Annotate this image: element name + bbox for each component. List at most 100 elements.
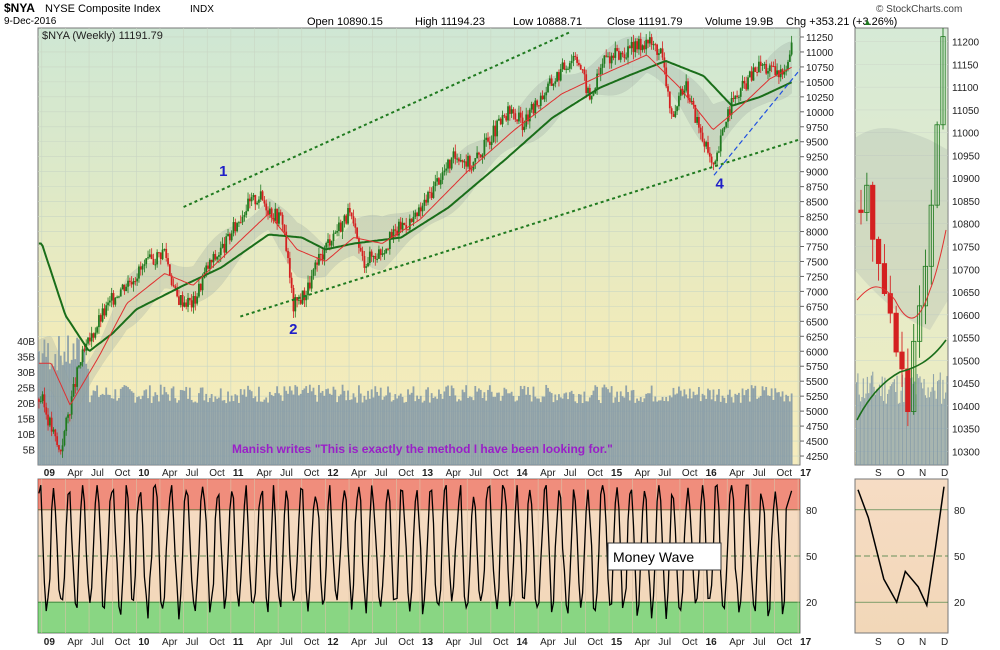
- candle-body: [312, 269, 315, 276]
- volume-bar: [368, 398, 371, 465]
- candle-body: [492, 125, 495, 142]
- price-tick-label: 9750: [806, 123, 829, 134]
- candle-body: [70, 396, 73, 415]
- candle-body: [647, 39, 649, 44]
- candle-body: [201, 278, 204, 291]
- candle-body: [94, 332, 97, 338]
- volume-bar: [194, 401, 197, 465]
- volume-bar: [259, 401, 262, 465]
- volume-bar: [327, 388, 329, 465]
- volume-bar: [710, 399, 713, 465]
- candle-body: [527, 114, 529, 122]
- candle-body: [605, 55, 608, 57]
- candle-body: [710, 156, 713, 163]
- volume-bar: [694, 395, 697, 465]
- volume-bar: [690, 398, 693, 465]
- volume-bar: [512, 395, 515, 465]
- volume-bar: [208, 397, 211, 465]
- volume-bar: [339, 394, 342, 465]
- candle-body: [281, 214, 284, 225]
- candle-body: [219, 247, 222, 256]
- volume-bar: [388, 392, 391, 465]
- zoom-price-tick-label: 11100: [952, 83, 979, 94]
- volume-bar: [552, 402, 555, 465]
- candle-body: [570, 61, 573, 64]
- candle-body: [712, 162, 715, 165]
- zoom-volume-bar: [860, 401, 862, 465]
- zoom-volume-bar: [938, 379, 940, 465]
- candle-body: [136, 278, 139, 282]
- time-tick-label: Jul: [186, 468, 199, 479]
- zoom-volume-bar: [910, 378, 912, 465]
- time-tick-label: 17: [800, 468, 812, 479]
- volume-bar: [167, 394, 169, 465]
- candle-body: [183, 302, 186, 307]
- time-tick-label: Oct: [682, 637, 698, 648]
- candle-body: [187, 297, 189, 307]
- candle-body: [638, 38, 640, 50]
- volume-bar: [712, 389, 715, 465]
- candle-body: [385, 248, 388, 254]
- volume-bar: [87, 368, 89, 465]
- candle-body: [150, 254, 153, 259]
- candle-body: [278, 212, 280, 224]
- time-tick-label: Apr: [162, 468, 178, 479]
- volume-bar: [419, 395, 422, 465]
- volume-bar: [179, 389, 182, 465]
- candle-body: [479, 154, 482, 158]
- volume-bar: [627, 392, 629, 465]
- candle-body: [743, 80, 746, 84]
- volume-bar: [734, 393, 737, 465]
- volume-bar: [59, 355, 62, 465]
- candle-body: [390, 232, 393, 239]
- candle-body: [652, 44, 655, 46]
- candle-body: [56, 436, 59, 446]
- candle-body: [38, 399, 40, 402]
- candle-body: [250, 197, 253, 202]
- volume-bar: [612, 402, 615, 465]
- price-tick-label: 4500: [806, 437, 829, 448]
- volume-bar: [61, 365, 64, 465]
- candle-body: [656, 44, 658, 55]
- volume-bar: [523, 385, 526, 465]
- stockcharts-brand: © StockCharts.com: [876, 4, 962, 15]
- volume-bar: [563, 393, 566, 465]
- zoom-time-tick-label: N: [919, 468, 926, 479]
- candle-body: [734, 95, 737, 99]
- candle-body: [790, 42, 793, 55]
- candle-body: [736, 95, 738, 98]
- candle-body: [507, 106, 509, 121]
- volume-bar: [543, 396, 546, 465]
- volume-bar: [334, 389, 337, 465]
- money-wave-tick-label: 80: [806, 506, 818, 517]
- volume-bar: [325, 389, 328, 465]
- candle-body: [367, 263, 369, 267]
- candle-body: [159, 252, 162, 260]
- volume-bar: [716, 394, 718, 465]
- volume-bar: [370, 389, 373, 465]
- volume-bar: [747, 388, 749, 465]
- zoom-time-tick-label: O: [897, 468, 905, 479]
- candle-body: [214, 253, 217, 260]
- candle-body: [216, 256, 219, 260]
- volume-bar: [443, 391, 446, 465]
- candle-body: [752, 67, 755, 81]
- volume-bar: [236, 395, 239, 465]
- volume-bar: [125, 385, 128, 465]
- time-tick-label: Oct: [115, 637, 131, 648]
- zoom-volume-bar: [873, 386, 875, 465]
- candle-body: [668, 91, 671, 109]
- volume-bar: [314, 394, 317, 465]
- volume-bar: [41, 353, 44, 465]
- volume-bar: [85, 363, 88, 465]
- zoom-volume-bar: [935, 398, 937, 465]
- volume-bar: [727, 394, 729, 465]
- volume-bar: [52, 366, 55, 465]
- zoom-volume-bar: [856, 382, 858, 465]
- zoom-price-tick-label: 11200: [952, 38, 980, 49]
- candle-body: [354, 223, 357, 228]
- volume-bar: [685, 394, 688, 465]
- candle-body: [196, 296, 199, 304]
- zoom-volume-bar: [900, 390, 902, 465]
- candle-body: [498, 118, 500, 121]
